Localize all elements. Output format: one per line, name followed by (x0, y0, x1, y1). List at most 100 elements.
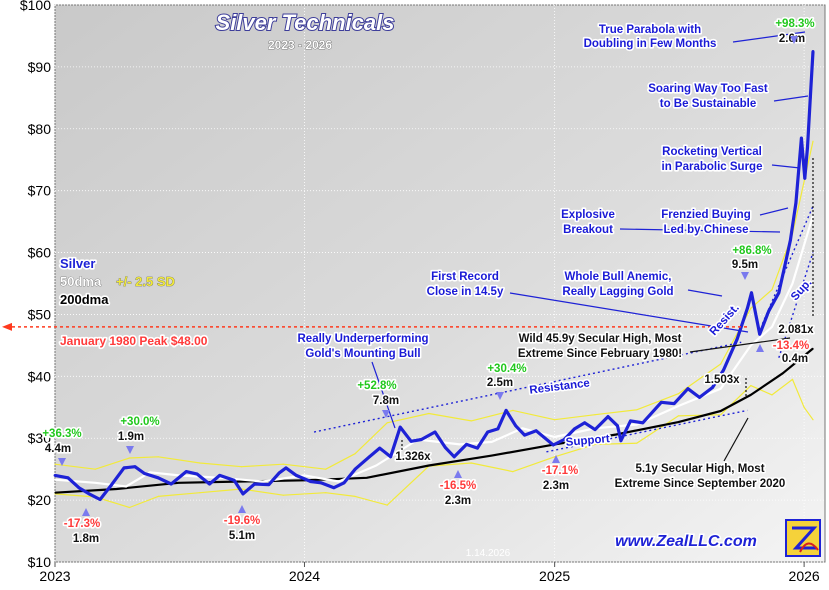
data-point-50dma (636, 424, 638, 426)
data-point-50dma (303, 474, 306, 476)
marker-arrows (58, 36, 798, 516)
data-point-silver (562, 438, 566, 441)
annotation-pointer (371, 361, 396, 429)
gain-duration: 1.9m (118, 431, 144, 443)
loss-label: -13.4% 0.4m (771, 338, 811, 366)
data-point-2-5-sd (386, 504, 388, 506)
data-point-silver (378, 446, 382, 450)
data-point-50dma (94, 482, 96, 484)
data-point-silver (659, 400, 663, 404)
data-point-silver (433, 430, 437, 434)
x-tick-label: 2025 (539, 568, 570, 584)
data-point-2-5-sd (470, 462, 472, 464)
support-label: Support (565, 433, 610, 449)
data-point-silver (735, 337, 739, 341)
annotation-5-1y: 5.1y Secular High, Most Extreme Since Se… (613, 417, 787, 492)
down-arrow-icon (741, 272, 749, 280)
loss-pct: -17.3% (64, 518, 100, 530)
data-point-silver (133, 465, 137, 469)
data-point-200dma (491, 455, 493, 457)
data-point-silver (606, 415, 610, 418)
trendline-resist (761, 205, 814, 325)
data-point-silver (184, 470, 188, 473)
annotation-soaring: Soaring Way Too Fast to Be Sustainable (647, 81, 809, 112)
data-point-2-5-sd (812, 140, 814, 142)
data-point-50dma (54, 479, 56, 481)
up-arrow-icon (82, 508, 90, 516)
y-tick-label: $50 (28, 306, 52, 322)
trendline-layer (313, 205, 814, 453)
y-tick-label: $20 (28, 492, 52, 508)
data-point-silver (808, 96, 812, 100)
down-arrow-icon (382, 410, 390, 418)
data-point-2-5-sd (554, 456, 556, 458)
gain-duration: 4.4m (45, 443, 71, 455)
data-point-silver (284, 466, 288, 470)
data-point-silver (332, 486, 336, 490)
data-point-2-5-sd (512, 471, 514, 473)
annotation-line: First Record (431, 271, 499, 283)
gain-pct: +98.3% (775, 18, 814, 30)
data-point-50dma (125, 485, 127, 488)
gain-duration: 7.8m (373, 395, 399, 407)
data-point-silver (767, 310, 770, 313)
annotation-line: Close in 14.5y (427, 286, 504, 298)
data-point-silver (294, 474, 298, 477)
data-point-2-5-sd (512, 409, 514, 411)
annotation-pointer (723, 417, 749, 462)
data-point-silver (476, 446, 479, 450)
data-point-silver (98, 498, 102, 501)
y-tick-label: $100 (20, 0, 51, 13)
data-point-2-5-sd (54, 463, 56, 465)
gain-pct: +36.3% (42, 428, 81, 440)
data-point-silver (342, 481, 346, 485)
data-point-2-5-sd (636, 409, 638, 411)
data-point-2-5-sd (128, 506, 131, 509)
data-point-silver (800, 136, 803, 140)
data-point-silver (641, 421, 645, 425)
y-tick-label: $80 (28, 121, 52, 137)
data-point-silver (593, 428, 597, 431)
loss-label: -17.1% 2.3m (540, 463, 580, 493)
down-arrow-icon (126, 446, 134, 454)
gain-duration: 9.5m (732, 259, 758, 271)
annotation-line: Doubling in Few Months (584, 38, 717, 50)
annotation-line: Really Lagging Gold (562, 286, 673, 298)
peak-line-label: January 1980 Peak $48.00 (60, 334, 208, 348)
annotation-line: Breakout (563, 224, 613, 236)
data-point-silver (208, 482, 211, 486)
annotation-pointer (771, 164, 801, 169)
data-point-silver (87, 492, 91, 496)
data-point-200dma (812, 347, 814, 350)
x-tick-label: 2026 (789, 568, 820, 584)
y-tick-label: $30 (28, 430, 52, 446)
annotation-wild-45-9y: Wild 45.9y Secular High, Most Extreme Si… (516, 331, 791, 362)
legend-silver: Silver (60, 256, 95, 271)
annotation-true-parabola: True Parabola with Doubling in Few Month… (582, 22, 806, 52)
data-point-silver (309, 480, 312, 483)
data-point-2-5-sd (282, 463, 284, 465)
annotation-line: Really Underperforming (298, 333, 429, 345)
loss-duration: 2.3m (445, 495, 471, 507)
data-point-silver (794, 201, 798, 205)
annotation-pointer (759, 207, 789, 216)
data-point-silver (777, 291, 781, 295)
annotation-line: 5.1y Secular High, Most (635, 463, 764, 475)
data-point-2-5-sd (803, 406, 805, 408)
data-point-2-5-sd (354, 495, 356, 497)
annotation-frenzied-buying: Frenzied Buying Led by Chinese (660, 207, 789, 238)
annotation-line: True Parabola with (599, 24, 701, 36)
down-arrow-icon (496, 392, 504, 400)
data-point-2-5-sd (594, 414, 596, 416)
data-point-silver (534, 429, 538, 433)
data-point-silver (232, 478, 236, 482)
y-tick-label: $10 (28, 554, 52, 570)
y-tick-label: $70 (28, 183, 52, 199)
x-axis-ticks: 2023 2024 2025 2026 (39, 562, 820, 584)
data-point-silver (253, 482, 256, 486)
data-point-silver (389, 455, 392, 459)
data-point-silver (443, 446, 447, 449)
data-point-2-5-sd (594, 443, 596, 445)
annotation-line: Rocketing Vertical (662, 146, 762, 158)
